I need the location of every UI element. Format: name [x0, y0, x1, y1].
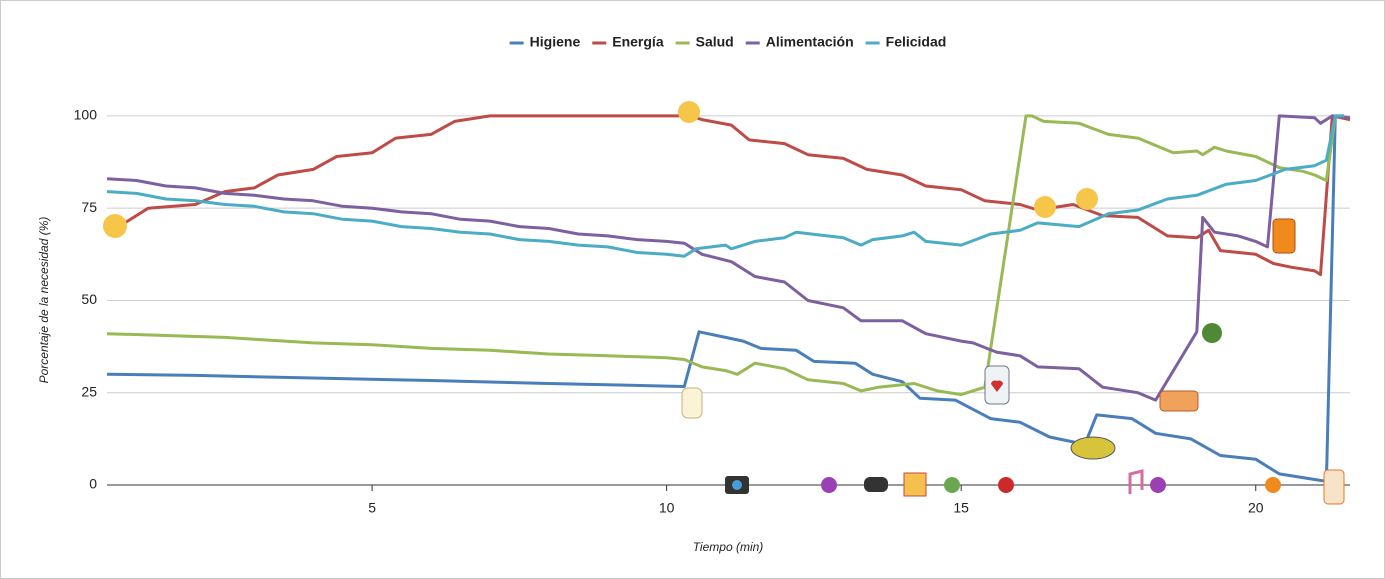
legend-label: Energía	[612, 34, 664, 50]
x-tick-label: 15	[953, 500, 969, 516]
sleep-face	[1034, 196, 1056, 218]
legend-label: Felicidad	[886, 34, 947, 50]
happy-face	[678, 101, 700, 123]
legend-label: Higiene	[530, 34, 581, 50]
y-tick-label: 100	[74, 107, 98, 123]
y-tick-label: 50	[81, 291, 97, 307]
event-dot	[998, 477, 1014, 493]
y-tick-label: 25	[81, 383, 97, 399]
x-tick-label: 5	[368, 500, 376, 516]
sleep-face	[103, 214, 127, 238]
gamepad-icon	[864, 477, 888, 492]
x-tick-label: 10	[659, 500, 675, 516]
y-tick-label: 75	[81, 199, 97, 215]
food-jar-icon	[1324, 470, 1344, 504]
event-dot	[821, 477, 837, 493]
y-axis-title: Porcentaje de la necesidad (%)	[37, 217, 51, 384]
event-dot	[944, 477, 960, 493]
frame	[1, 1, 1385, 579]
happy-face	[1076, 188, 1098, 210]
event-dot	[1265, 477, 1281, 493]
event-dot	[1150, 477, 1166, 493]
x-axis-title: Tiempo (min)	[693, 540, 764, 554]
x-tick-label: 20	[1248, 500, 1264, 516]
gift-icon	[904, 473, 926, 496]
chart: Tiempo (min) Porcentaje de la necesidad …	[0, 0, 1385, 579]
legend-label: Salud	[696, 34, 734, 50]
pet-bed-icon	[1071, 437, 1115, 459]
legend-label: Alimentación	[766, 34, 854, 50]
jar-icon	[1273, 219, 1295, 253]
soap-icon	[682, 388, 702, 418]
y-tick-label: 0	[89, 476, 97, 492]
sandwich-icon	[1160, 391, 1198, 411]
broccoli-icon	[1202, 323, 1222, 343]
camera-lens	[732, 480, 742, 490]
